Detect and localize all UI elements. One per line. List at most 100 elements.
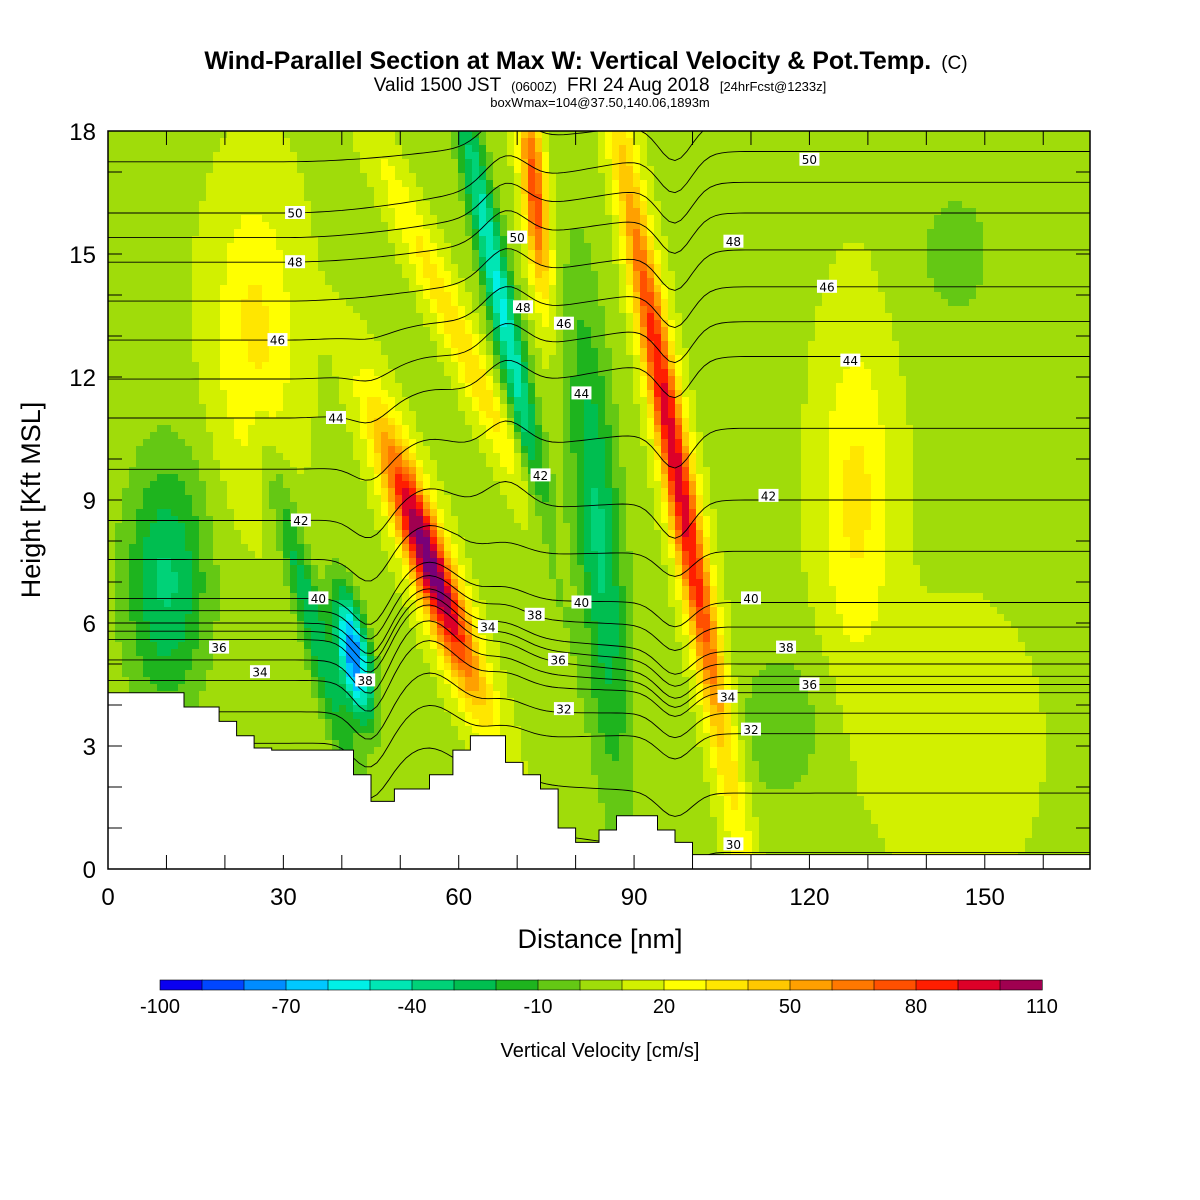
velocity-cell	[500, 327, 508, 335]
velocity-cell	[955, 215, 963, 223]
velocity-cell	[458, 159, 466, 167]
velocity-cell	[458, 369, 466, 377]
velocity-cell	[339, 173, 347, 181]
velocity-cell	[1032, 194, 1040, 202]
velocity-cell	[1004, 236, 1012, 244]
velocity-cell	[402, 334, 410, 342]
velocity-cell	[654, 327, 662, 335]
velocity-cell	[843, 348, 851, 356]
velocity-cell	[332, 166, 340, 174]
velocity-cell	[1088, 257, 1090, 265]
velocity-cell	[773, 208, 781, 216]
velocity-cell	[444, 166, 452, 174]
velocity-cell	[1011, 313, 1019, 321]
velocity-cell	[787, 208, 795, 216]
velocity-cell	[178, 166, 186, 174]
velocity-cell	[997, 215, 1005, 223]
velocity-cell	[836, 201, 844, 209]
velocity-cell	[325, 159, 333, 167]
velocity-cell	[598, 278, 606, 286]
velocity-cell	[192, 173, 200, 181]
velocity-cell	[479, 145, 487, 153]
velocity-cell	[829, 243, 837, 251]
velocity-cell	[451, 320, 459, 328]
velocity-cell	[164, 320, 172, 328]
velocity-cell	[514, 348, 522, 356]
velocity-cell	[878, 355, 886, 363]
velocity-cell	[479, 376, 487, 384]
velocity-cell	[934, 208, 942, 216]
velocity-cell	[759, 222, 767, 230]
velocity-cell	[584, 348, 592, 356]
velocity-cell	[402, 208, 410, 216]
velocity-cell	[570, 250, 578, 258]
velocity-cell	[941, 271, 949, 279]
velocity-cell	[724, 201, 732, 209]
velocity-cell	[612, 334, 620, 342]
velocity-cell	[388, 362, 396, 370]
velocity-cell	[549, 341, 557, 349]
velocity-cell	[829, 369, 837, 377]
velocity-cell	[1081, 348, 1089, 356]
velocity-cell	[220, 131, 228, 139]
velocity-cell	[213, 166, 221, 174]
velocity-cell	[759, 208, 767, 216]
velocity-cell	[766, 264, 774, 272]
velocity-cell	[451, 159, 459, 167]
velocity-cell	[871, 180, 879, 188]
velocity-cell	[388, 229, 396, 237]
velocity-cell	[514, 285, 522, 293]
velocity-cell	[416, 362, 424, 370]
velocity-cell	[808, 299, 816, 307]
velocity-cell	[927, 194, 935, 202]
velocity-cell	[521, 320, 529, 328]
velocity-cell	[304, 229, 312, 237]
velocity-cell	[619, 243, 627, 251]
velocity-cell	[234, 327, 242, 335]
velocity-cell	[983, 285, 991, 293]
velocity-cell	[206, 131, 214, 139]
velocity-cell	[486, 299, 494, 307]
velocity-cell	[255, 362, 263, 370]
velocity-cell	[465, 320, 473, 328]
velocity-cell	[465, 264, 473, 272]
velocity-cell	[675, 313, 683, 321]
velocity-cell	[143, 278, 151, 286]
velocity-cell	[374, 362, 382, 370]
velocity-cell	[458, 229, 466, 237]
velocity-cell	[892, 369, 900, 377]
velocity-cell	[990, 131, 998, 139]
velocity-cell	[255, 257, 263, 265]
velocity-cell	[633, 327, 641, 335]
velocity-cell	[430, 362, 438, 370]
velocity-cell	[381, 215, 389, 223]
velocity-cell	[612, 264, 620, 272]
velocity-cell	[612, 306, 620, 314]
velocity-cell	[528, 222, 536, 230]
velocity-cell	[983, 334, 991, 342]
velocity-cell	[213, 327, 221, 335]
velocity-cell	[416, 341, 424, 349]
velocity-cell	[1074, 159, 1082, 167]
velocity-cell	[997, 285, 1005, 293]
velocity-cell	[437, 292, 445, 300]
velocity-cell	[626, 194, 634, 202]
velocity-cell	[1025, 215, 1033, 223]
velocity-cell	[752, 320, 760, 328]
velocity-cell	[605, 257, 613, 265]
velocity-cell	[836, 180, 844, 188]
velocity-cell	[829, 264, 837, 272]
velocity-cell	[1025, 306, 1033, 314]
velocity-cell	[1004, 208, 1012, 216]
velocity-cell	[444, 320, 452, 328]
velocity-cell	[927, 341, 935, 349]
velocity-cell	[1088, 292, 1090, 300]
velocity-cell	[283, 145, 291, 153]
velocity-cell	[416, 376, 424, 384]
velocity-cell	[430, 236, 438, 244]
velocity-cell	[465, 145, 473, 153]
velocity-cell	[633, 355, 641, 363]
velocity-cell	[661, 278, 669, 286]
velocity-cell	[402, 313, 410, 321]
velocity-cell	[283, 376, 291, 384]
